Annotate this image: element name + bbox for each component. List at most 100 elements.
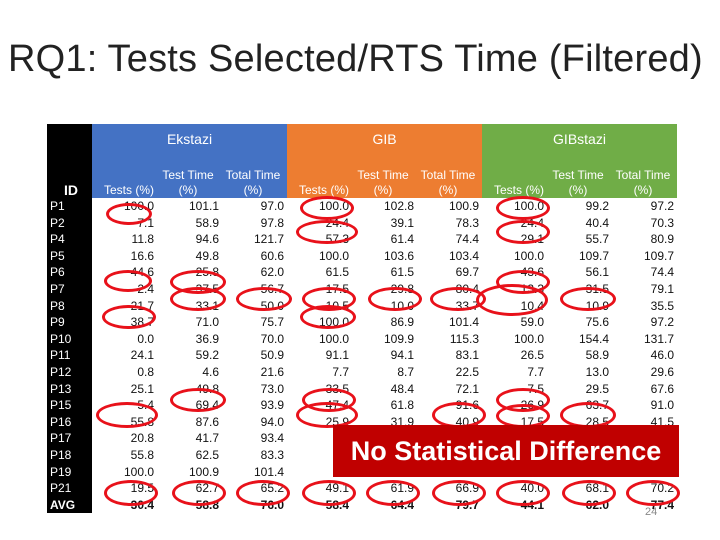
table-row: P2 7.1 58.9 97.8 24.4 39.1 78.3 24.4 40.4 70.3	[47, 214, 677, 232]
table-cell: 131.7	[612, 330, 677, 348]
table-row: P1 100.0 101.1 97.0 100.0 102.8 100.9 100.0 99.2…	[47, 198, 677, 215]
table-cell: 50.9	[222, 347, 287, 364]
table-cell: 100.9	[157, 463, 222, 481]
table-row: P13 25.1 49.8 73.0 33.5 48.4 72.1 7.5 29.5 67.6	[47, 380, 677, 398]
table-cell: 55.8	[92, 446, 157, 464]
table-cell: 25.8	[157, 264, 222, 281]
row-id-cell: P2	[47, 214, 92, 232]
group-header-gib: GIB	[287, 124, 482, 154]
table-cell: 63.7	[547, 397, 612, 414]
subheader-tests: Tests (%)	[287, 154, 352, 198]
table-cell: 49.8	[157, 380, 222, 398]
table-cell: 79.7	[417, 496, 482, 514]
row-id-cell: P4	[47, 231, 92, 248]
table-cell: 94.1	[352, 347, 417, 364]
row-id-cell: P12	[47, 363, 92, 381]
table-cell: 25.1	[92, 380, 157, 398]
table-cell: 101.1	[157, 198, 222, 215]
group-header-ekstazi: Ekstazi	[92, 124, 287, 154]
table-cell: 74.4	[612, 264, 677, 281]
table-cell: 43.6	[482, 264, 547, 281]
table-cell: 13.0	[547, 363, 612, 381]
table-cell: 44.6	[92, 264, 157, 281]
table-cell: 8.7	[352, 363, 417, 381]
table-cell: 69.4	[157, 397, 222, 414]
row-id-cell: P16	[47, 413, 92, 431]
table-cell: 100.0	[92, 198, 157, 215]
table-cell: 13.3	[482, 280, 547, 298]
table-row: P5 16.6 49.8 60.6 100.0 103.6 103.4 100.0 109.7 1…	[47, 247, 677, 265]
table-cell: 31.5	[547, 280, 612, 298]
table-cell: 100.0	[287, 314, 352, 331]
row-id-cell: P21	[47, 480, 92, 497]
table-cell: 7.5	[482, 380, 547, 398]
table-cell: 91.6	[417, 397, 482, 414]
table-cell: 21.7	[92, 297, 157, 315]
table-cell: 70.0	[222, 330, 287, 348]
table-cell: 71.0	[157, 314, 222, 331]
table-cell: 94.0	[222, 413, 287, 431]
results-table: ID Ekstazi GIB GIBstazi Tests (%) Test T…	[47, 124, 677, 514]
table-row: AVG 30.4 58.8 76.0 58.4 64.4 79.7 44.1 62.0 77.4	[47, 496, 677, 514]
table-cell: 10.9	[547, 297, 612, 315]
row-id-cell: P6	[47, 264, 92, 281]
row-id-cell: P17	[47, 430, 92, 447]
row-id-cell: P18	[47, 446, 92, 464]
table-cell: 24.4	[287, 214, 352, 232]
table-cell: 109.7	[612, 247, 677, 265]
table-cell: 103.4	[417, 247, 482, 265]
table-cell: 19.5	[92, 480, 157, 497]
table-row: P9 38.7 71.0 75.7 100.0 86.9 101.4 59.0 75.6 97.2	[47, 314, 677, 331]
table-cell: 80.4	[417, 280, 482, 298]
table-cell: 29.6	[612, 363, 677, 381]
table-cell: 33.5	[287, 380, 352, 398]
row-id-cell: P7	[47, 280, 92, 298]
table-cell: 2.4	[92, 280, 157, 298]
table-cell: 49.1	[287, 480, 352, 497]
table-cell: 21.6	[222, 363, 287, 381]
subheader-tests: Tests (%)	[92, 154, 157, 198]
table-cell: 83.3	[222, 446, 287, 464]
table-cell: 61.9	[352, 480, 417, 497]
table-cell: 20.8	[92, 430, 157, 447]
table-cell: 67.6	[612, 380, 677, 398]
table-cell: 73.0	[222, 380, 287, 398]
table-cell: 0.8	[92, 363, 157, 381]
table-cell: 46.0	[612, 347, 677, 364]
table-cell: 24.1	[92, 347, 157, 364]
table-cell: 58.9	[157, 214, 222, 232]
table-cell: 30.4	[92, 496, 157, 514]
subheader-total-time: Total Time (%)	[417, 154, 482, 198]
table-cell: 93.9	[222, 397, 287, 414]
table-cell: 16.6	[92, 247, 157, 265]
table-cell: 61.5	[287, 264, 352, 281]
table-body: P1 100.0 101.1 97.0 100.0 102.8 100.9 100.0 99.2…	[47, 198, 677, 514]
table-cell: 65.2	[222, 480, 287, 497]
table-cell: 58.9	[547, 347, 612, 364]
table-cell: 154.4	[547, 330, 612, 348]
table-cell: 56.1	[547, 264, 612, 281]
table-cell: 100.0	[287, 198, 352, 215]
table-row: P10 0.0 36.9 70.0 100.0 109.9 115.3 100.0 154.4 1…	[47, 330, 677, 348]
table-row: P21 19.5 62.7 65.2 49.1 61.9 66.9 40.0 68.1 70.2	[47, 480, 677, 497]
sub-header-row: Tests (%) Test Time (%) Total Time (%) T…	[47, 154, 677, 198]
table-cell: 121.7	[222, 231, 287, 248]
table-cell: 100.0	[482, 198, 547, 215]
table-cell: 100.0	[482, 330, 547, 348]
table-cell: 62.0	[547, 496, 612, 514]
table-cell: 55.7	[547, 231, 612, 248]
table-cell: 68.1	[547, 480, 612, 497]
table-cell: 33.7	[417, 297, 482, 315]
table-cell: 7.7	[482, 363, 547, 381]
table-row: P15 5.4 69.4 93.9 47.4 61.8 91.6 26.9 63.7 91.0	[47, 397, 677, 414]
table-cell: 100.0	[482, 247, 547, 265]
table-cell: 72.1	[417, 380, 482, 398]
subheader-test-time: Test Time (%)	[352, 154, 417, 198]
callout-banner: No Statistical Difference	[333, 425, 679, 477]
table-cell: 11.8	[92, 231, 157, 248]
table-cell: 61.4	[352, 231, 417, 248]
table-cell: 29.8	[352, 280, 417, 298]
table-cell: 55.8	[92, 413, 157, 431]
table-row: P4 11.8 94.6 121.7 57.3 61.4 74.4 29.1 55.7 80.9	[47, 231, 677, 248]
table-cell: 64.4	[352, 496, 417, 514]
